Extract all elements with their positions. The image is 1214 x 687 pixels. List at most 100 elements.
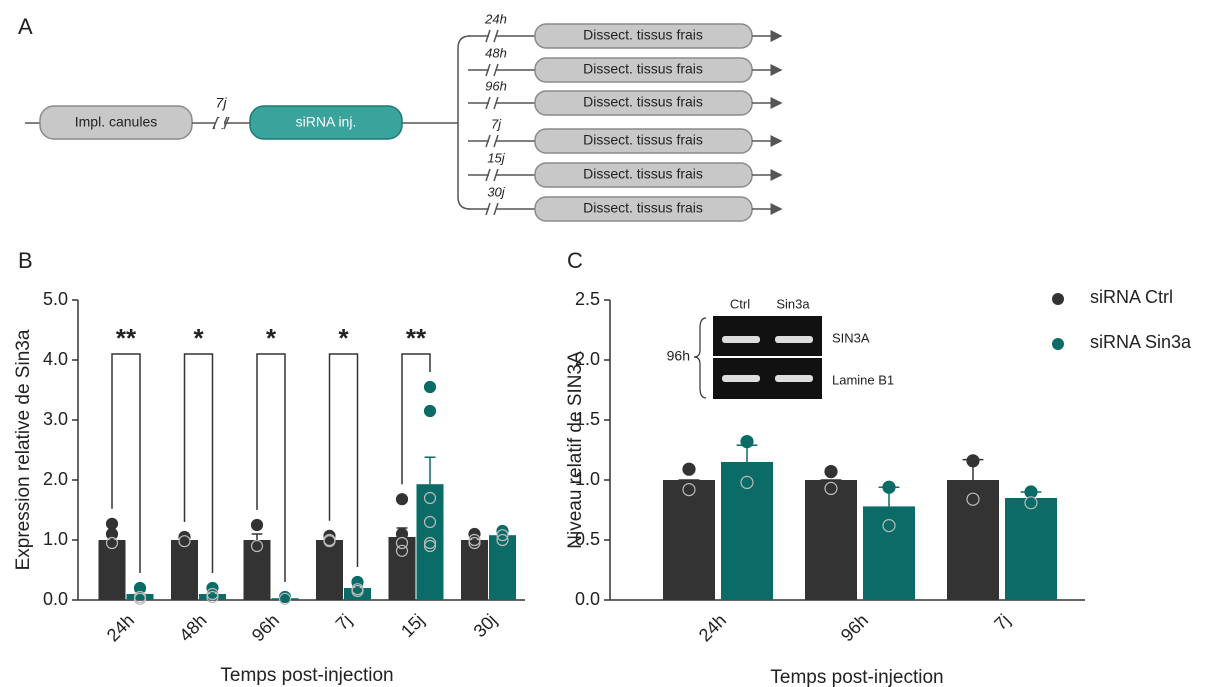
x-tick-label: 30j xyxy=(470,610,501,641)
significance-label: ** xyxy=(406,323,427,353)
data-point xyxy=(178,535,191,548)
time-label: 7j xyxy=(491,116,502,131)
data-point xyxy=(682,483,696,497)
x-tick-label: 48h xyxy=(175,610,210,645)
step-label: Dissect. tissus frais xyxy=(583,132,703,148)
data-point xyxy=(740,435,754,449)
error-bar xyxy=(424,456,436,485)
break-gap xyxy=(489,170,496,180)
x-tick-label: 24h xyxy=(103,610,138,645)
data-point xyxy=(133,592,147,605)
data-point xyxy=(824,481,838,495)
significance-bracket xyxy=(401,353,431,485)
x-tick-label: 24h xyxy=(695,610,730,645)
y-tick-label: 2.5 xyxy=(575,289,600,309)
x-axis-label: Temps post-injection xyxy=(770,667,943,687)
break xyxy=(485,63,499,77)
bar xyxy=(863,506,915,600)
bar xyxy=(663,480,715,600)
data-point xyxy=(206,590,219,604)
x-tick-label: 96h xyxy=(248,610,283,645)
y-tick-label: 1.5 xyxy=(575,409,600,429)
legend-label: siRNA Sin3a xyxy=(1090,332,1192,352)
data-point xyxy=(1024,496,1038,510)
y-tick-label: 0.0 xyxy=(575,589,600,609)
data-point xyxy=(1024,485,1038,499)
break xyxy=(485,134,499,148)
data-point xyxy=(882,480,896,494)
y-tick-label: 1.0 xyxy=(575,469,600,489)
data-point xyxy=(395,544,409,557)
time-label: 48h xyxy=(485,45,507,60)
bar xyxy=(416,484,444,600)
y-tick-label: 1.0 xyxy=(43,529,68,549)
data-point xyxy=(682,462,696,476)
data-point xyxy=(423,536,437,550)
bar xyxy=(805,480,857,600)
lane-label: Ctrl xyxy=(730,296,750,311)
data-point xyxy=(105,517,119,530)
data-point xyxy=(423,404,437,418)
bar xyxy=(98,540,126,600)
significance-bracket xyxy=(183,353,214,573)
data-point xyxy=(105,527,119,541)
x-tick-label: 15j xyxy=(397,610,428,641)
legend-label: siRNA Ctrl xyxy=(1090,287,1173,307)
bar xyxy=(721,462,773,600)
bar xyxy=(388,537,416,600)
break xyxy=(485,168,499,182)
time-label: 24h xyxy=(484,11,507,26)
data-point xyxy=(468,533,481,547)
data-point xyxy=(966,454,980,468)
bar xyxy=(344,588,371,600)
data-point xyxy=(423,515,437,529)
data-point xyxy=(966,492,980,506)
panel-label: A xyxy=(18,14,33,39)
blot-band xyxy=(775,375,813,382)
y-tick-label: 0.0 xyxy=(43,589,68,609)
data-point xyxy=(395,493,409,506)
break-gap xyxy=(489,136,496,146)
break xyxy=(485,96,499,110)
step-label: Dissect. tissus frais xyxy=(583,27,703,43)
step-label: siRNA inj. xyxy=(296,114,357,130)
data-point xyxy=(278,592,292,605)
gap-label: 7j xyxy=(216,95,228,111)
bar xyxy=(199,594,226,600)
legend-marker xyxy=(1052,293,1064,305)
x-axis-label: Temps post-injection xyxy=(220,665,393,686)
y-axis-label: Expression relative de Sin3a xyxy=(13,329,34,570)
x-tick-label: 96h xyxy=(837,610,872,645)
bar xyxy=(171,540,198,600)
bar xyxy=(316,540,343,600)
break-gap xyxy=(215,118,224,128)
data-point xyxy=(250,539,264,553)
break-gap xyxy=(489,31,496,41)
data-point xyxy=(250,518,264,532)
significance-bracket xyxy=(111,353,141,573)
break-gap xyxy=(489,204,496,214)
y-tick-label: 3.0 xyxy=(43,409,68,429)
data-point xyxy=(206,587,219,601)
data-point xyxy=(395,536,409,550)
data-point xyxy=(351,584,364,598)
data-point xyxy=(496,533,509,547)
step-label: Dissect. tissus frais xyxy=(583,200,703,216)
bar xyxy=(126,594,154,600)
break xyxy=(485,202,499,216)
significance-label: * xyxy=(266,323,277,353)
bar xyxy=(947,480,999,600)
panel-label: B xyxy=(18,248,33,273)
y-tick-label: 2.0 xyxy=(575,349,600,369)
error-bar xyxy=(251,533,263,540)
band-label: Lamine B1 xyxy=(832,372,894,387)
data-point xyxy=(323,535,336,548)
blot-band xyxy=(722,336,760,343)
data-point xyxy=(105,536,119,550)
step-label: Dissect. tissus frais xyxy=(583,94,703,110)
data-point xyxy=(740,475,754,489)
blot-band xyxy=(722,375,760,382)
data-point xyxy=(882,518,896,533)
data-point xyxy=(423,491,437,505)
